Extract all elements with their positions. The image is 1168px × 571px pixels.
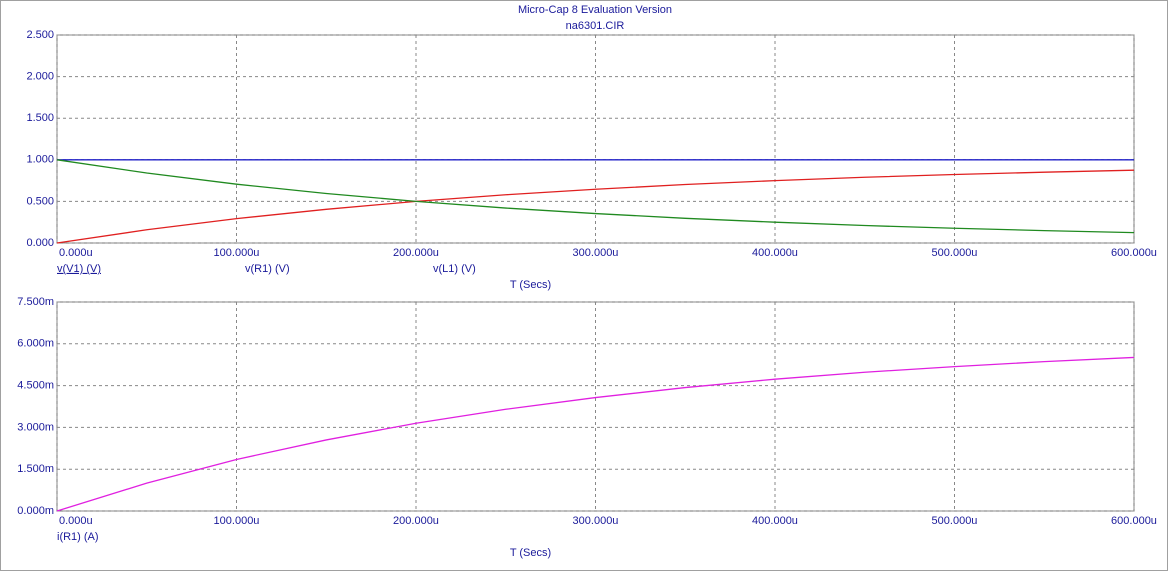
x-tick-label: 100.000u (214, 515, 260, 527)
chart-title: Micro-Cap 8 Evaluation Version (518, 4, 672, 16)
y-tick-label: 1.000 (26, 154, 54, 166)
x-tick-label: 300.000u (573, 515, 619, 527)
y-tick-label: 6.000m (17, 338, 54, 350)
y-tick-label: 0.000m (17, 505, 54, 517)
x-axis-label: T (Secs) (510, 547, 551, 559)
x-tick-label: 0.000u (59, 247, 93, 259)
series-line (56, 169, 1135, 244)
chart-subtitle: na6301.CIR (566, 20, 625, 32)
x-tick-label: 300.000u (573, 247, 619, 259)
legend-entry: v(V1) (V) (57, 263, 101, 275)
series-line (56, 356, 1135, 512)
x-tick-label: 0.000u (59, 515, 93, 527)
x-tick-label: 600.000u (1111, 515, 1157, 527)
y-tick-label: 7.500m (17, 296, 54, 308)
legend-entry: i(R1) (A) (57, 531, 99, 543)
legend-entry: v(R1) (V) (245, 263, 290, 275)
x-tick-label: 400.000u (752, 247, 798, 259)
x-tick-label: 600.000u (1111, 247, 1157, 259)
x-tick-label: 400.000u (752, 515, 798, 527)
x-tick-label: 100.000u (214, 247, 260, 259)
y-tick-label: 1.500m (17, 463, 54, 475)
x-tick-label: 500.000u (932, 247, 978, 259)
x-tick-label: 500.000u (932, 515, 978, 527)
y-tick-label: 3.000m (17, 421, 54, 433)
x-tick-label: 200.000u (393, 247, 439, 259)
y-tick-label: 4.500m (17, 380, 54, 392)
series-line (56, 159, 1135, 234)
x-axis-label: T (Secs) (510, 279, 551, 291)
legend-entry: v(L1) (V) (433, 263, 476, 275)
y-tick-label: 0.500 (26, 195, 54, 207)
y-tick-label: 2.500 (26, 29, 54, 41)
y-tick-label: 2.000 (26, 71, 54, 83)
x-tick-label: 200.000u (393, 515, 439, 527)
y-tick-label: 0.000 (26, 237, 54, 249)
y-tick-label: 1.500 (26, 112, 54, 124)
